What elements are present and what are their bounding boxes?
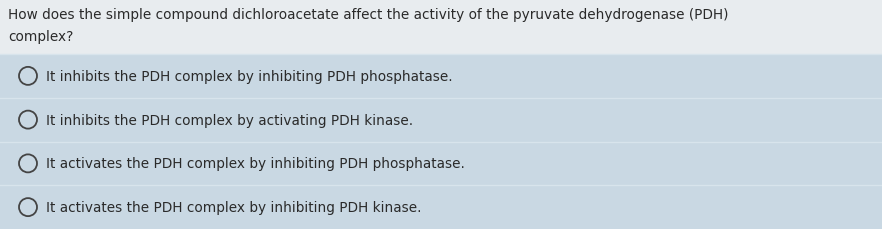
Text: It inhibits the PDH complex by inhibiting PDH phosphatase.: It inhibits the PDH complex by inhibitin… bbox=[46, 70, 452, 84]
Text: It activates the PDH complex by inhibiting PDH phosphatase.: It activates the PDH complex by inhibiti… bbox=[46, 157, 465, 171]
Bar bbox=[0, 0, 882, 55]
Text: It activates the PDH complex by inhibiting PDH kinase.: It activates the PDH complex by inhibiti… bbox=[46, 200, 422, 214]
Text: complex?: complex? bbox=[8, 30, 73, 44]
Text: How does the simple compound dichloroacetate affect the activity of the pyruvate: How does the simple compound dichloroace… bbox=[8, 8, 729, 22]
Text: It inhibits the PDH complex by activating PDH kinase.: It inhibits the PDH complex by activatin… bbox=[46, 113, 413, 127]
Bar bbox=[0, 185, 882, 229]
Bar bbox=[0, 98, 882, 142]
Bar bbox=[0, 55, 882, 98]
Bar bbox=[0, 142, 882, 185]
